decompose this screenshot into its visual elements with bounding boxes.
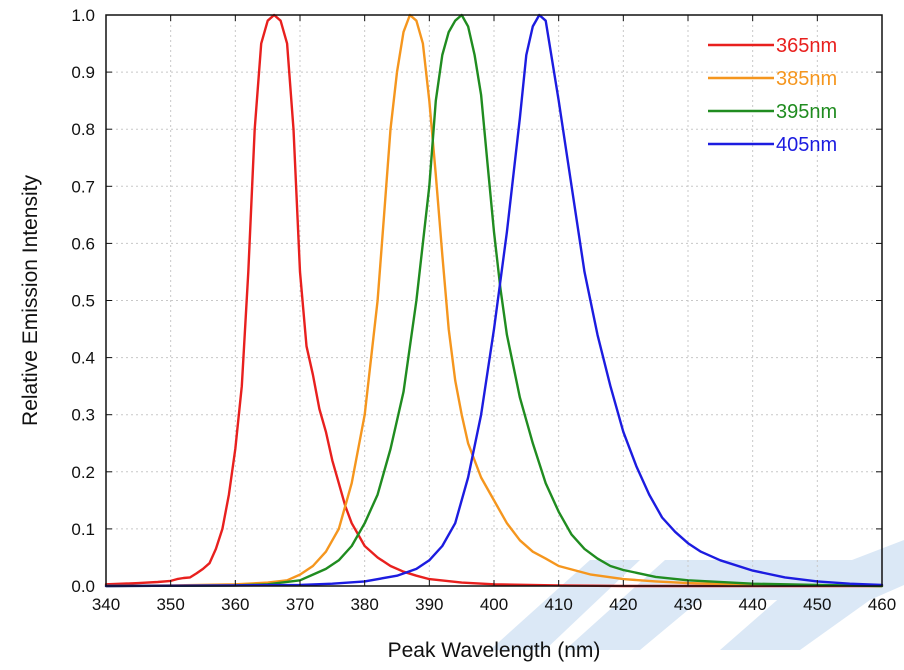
x-tick-label: 450	[803, 595, 831, 614]
y-tick-label: 0.4	[71, 349, 95, 368]
legend-label: 405nm	[776, 134, 837, 156]
legend-label: 395nm	[776, 101, 837, 123]
y-tick-label: 0.6	[71, 234, 95, 253]
y-axis-title: Relative Emission Intensity	[19, 175, 42, 426]
x-tick-label: 440	[738, 595, 766, 614]
x-tick-label: 350	[156, 595, 184, 614]
y-tick-label: 0.8	[71, 120, 95, 139]
grid	[106, 15, 882, 586]
x-tick-label: 460	[868, 595, 896, 614]
x-axis-title: Peak Wavelength (nm)	[388, 639, 601, 662]
y-tick-label: 0.5	[71, 292, 95, 311]
x-tick-label: 370	[286, 595, 314, 614]
x-tick-label: 380	[350, 595, 378, 614]
y-tick-label: 0.2	[71, 463, 95, 482]
y-tick-label: 0.7	[71, 177, 95, 196]
x-tick-label: 400	[480, 595, 508, 614]
x-tick-label: 390	[415, 595, 443, 614]
series-line-365nm	[104, 13, 884, 588]
legend-label: 385nm	[776, 68, 837, 90]
x-tick-label: 360	[221, 595, 249, 614]
y-tick-label: 0.9	[71, 63, 95, 82]
y-tick-label: 0.0	[71, 577, 95, 596]
series-line-405nm	[104, 13, 884, 588]
series-line-395nm	[104, 13, 884, 588]
x-tick-label: 420	[609, 595, 637, 614]
y-tick-label: 1.0	[71, 6, 95, 25]
x-axis: 340 350 360 370 380 390 400 410 420 430 440 450 460	[92, 15, 896, 614]
y-axis: 0.0 0.1 0.2 0.3 0.4 0.5 0.6 0.7 0.8 0.9 1.0	[71, 6, 882, 596]
x-tick-label: 430	[674, 595, 702, 614]
y-tick-label: 0.3	[71, 406, 95, 425]
watermark-logo	[490, 540, 904, 650]
x-tick-label: 410	[544, 595, 572, 614]
x-tick-label: 340	[92, 595, 120, 614]
legend: 365nm 385nm 395nm 405nm	[708, 35, 837, 156]
y-tick-label: 0.1	[71, 520, 95, 539]
legend-label: 365nm	[776, 35, 837, 57]
series-group	[104, 13, 884, 588]
